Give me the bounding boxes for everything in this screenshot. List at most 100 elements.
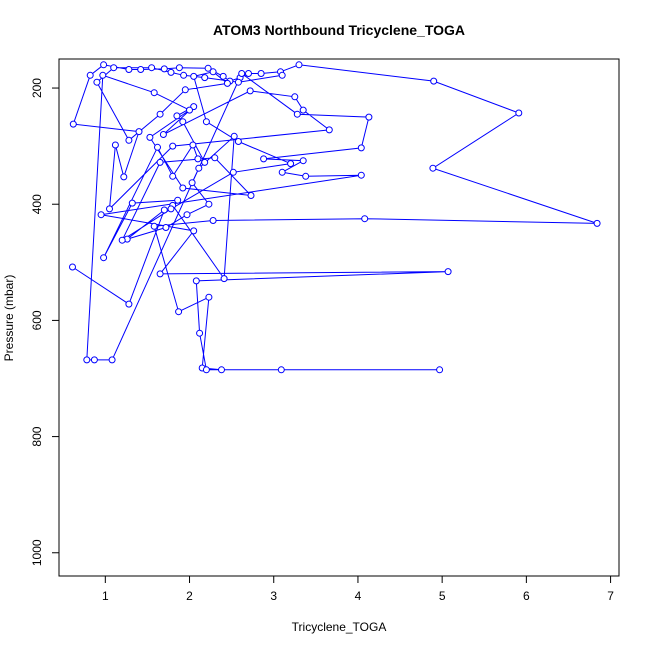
data-point: [209, 217, 217, 224]
data-point: [247, 192, 255, 199]
data-point: [245, 70, 252, 77]
data-point: [201, 74, 209, 82]
data-point: [175, 64, 183, 72]
x-tick-label: 6: [523, 589, 530, 603]
data-point: [190, 227, 198, 235]
data-point: [257, 70, 265, 77]
data-point: [195, 164, 203, 172]
data-point: [90, 356, 98, 364]
data-point: [246, 87, 254, 95]
data-point: [125, 300, 133, 308]
data-point: [219, 72, 227, 80]
x-tick-label: 5: [439, 589, 446, 603]
data-point: [209, 68, 217, 76]
data-point: [429, 164, 437, 172]
data-point: [234, 78, 242, 86]
data-point: [162, 224, 170, 231]
data-point: [150, 222, 158, 230]
x-tick-label: 1: [102, 589, 109, 603]
x-tick-label: 3: [270, 589, 277, 603]
data-point: [175, 308, 183, 316]
data-point: [110, 64, 118, 72]
data-point: [223, 79, 231, 87]
data-point: [293, 110, 301, 118]
data-point: [183, 211, 191, 219]
y-tick-label: 400: [30, 194, 44, 214]
data-point: [150, 89, 158, 97]
data-point: [211, 154, 219, 162]
data-point: [302, 172, 310, 180]
data-point: [100, 254, 108, 262]
plot-area: [69, 61, 601, 374]
data-point: [156, 158, 164, 166]
data-point: [202, 118, 210, 126]
data-point: [179, 184, 187, 192]
data-point: [160, 65, 168, 73]
data-point: [173, 112, 181, 120]
data-point: [204, 64, 212, 72]
data-point: [230, 132, 238, 140]
x-axis: 1 2 3 4 5 6 7: [102, 576, 614, 603]
data-point: [154, 143, 161, 151]
y-tick-label: 800: [30, 426, 44, 446]
data-point: [120, 173, 128, 181]
data-point: [194, 155, 202, 163]
data-point: [325, 126, 333, 134]
data-point: [205, 200, 213, 208]
data-point: [137, 66, 145, 73]
data-point: [148, 64, 156, 72]
data-point: [111, 141, 119, 149]
data-point: [179, 118, 187, 126]
data-point: [86, 71, 94, 79]
data-point: [156, 110, 164, 118]
data-point: [295, 61, 303, 69]
y-axis: 200 400 600 800 1000: [30, 78, 59, 566]
data-point: [128, 199, 136, 207]
plot-frame: [58, 58, 620, 577]
data-point: [69, 120, 77, 128]
x-tick-label: 4: [355, 589, 362, 603]
data-point: [357, 171, 365, 179]
data-point: [299, 106, 307, 114]
data-point: [365, 113, 373, 121]
data-point: [180, 71, 188, 79]
x-tick-label: 2: [186, 589, 193, 603]
data-point: [160, 206, 168, 214]
data-point: [188, 179, 196, 187]
chart-title: ATOM3 Northbound Tricyclene_TOGA: [213, 22, 465, 38]
data-point: [135, 128, 143, 136]
y-tick-label: 600: [30, 310, 44, 330]
x-axis-label: Tricyclene_TOGA: [292, 620, 387, 634]
data-point: [125, 136, 133, 144]
data-point: [277, 366, 285, 374]
data-point: [192, 277, 200, 285]
data-point: [205, 293, 213, 301]
data-point: [190, 72, 198, 80]
data-point: [430, 77, 438, 85]
data-point: [287, 160, 295, 168]
data-point: [444, 268, 452, 276]
data-point: [69, 263, 76, 271]
data-point: [106, 205, 113, 213]
data-point: [83, 356, 91, 364]
data-point: [218, 366, 225, 374]
data-point: [167, 205, 175, 213]
data-point: [260, 155, 268, 163]
data-point: [118, 236, 126, 244]
data-point: [357, 144, 365, 152]
data-point: [146, 133, 154, 141]
data-point: [278, 71, 286, 79]
data-point: [108, 356, 116, 364]
y-tick-label: 200: [30, 78, 44, 98]
data-point: [174, 196, 182, 204]
series-layer: [69, 61, 601, 374]
data-point: [201, 158, 209, 166]
data-point: [181, 86, 189, 94]
data-point: [238, 70, 246, 77]
data-point: [436, 366, 444, 374]
data-point: [229, 168, 237, 176]
y-tick-label: 1000: [30, 539, 44, 566]
data-point: [189, 141, 197, 149]
